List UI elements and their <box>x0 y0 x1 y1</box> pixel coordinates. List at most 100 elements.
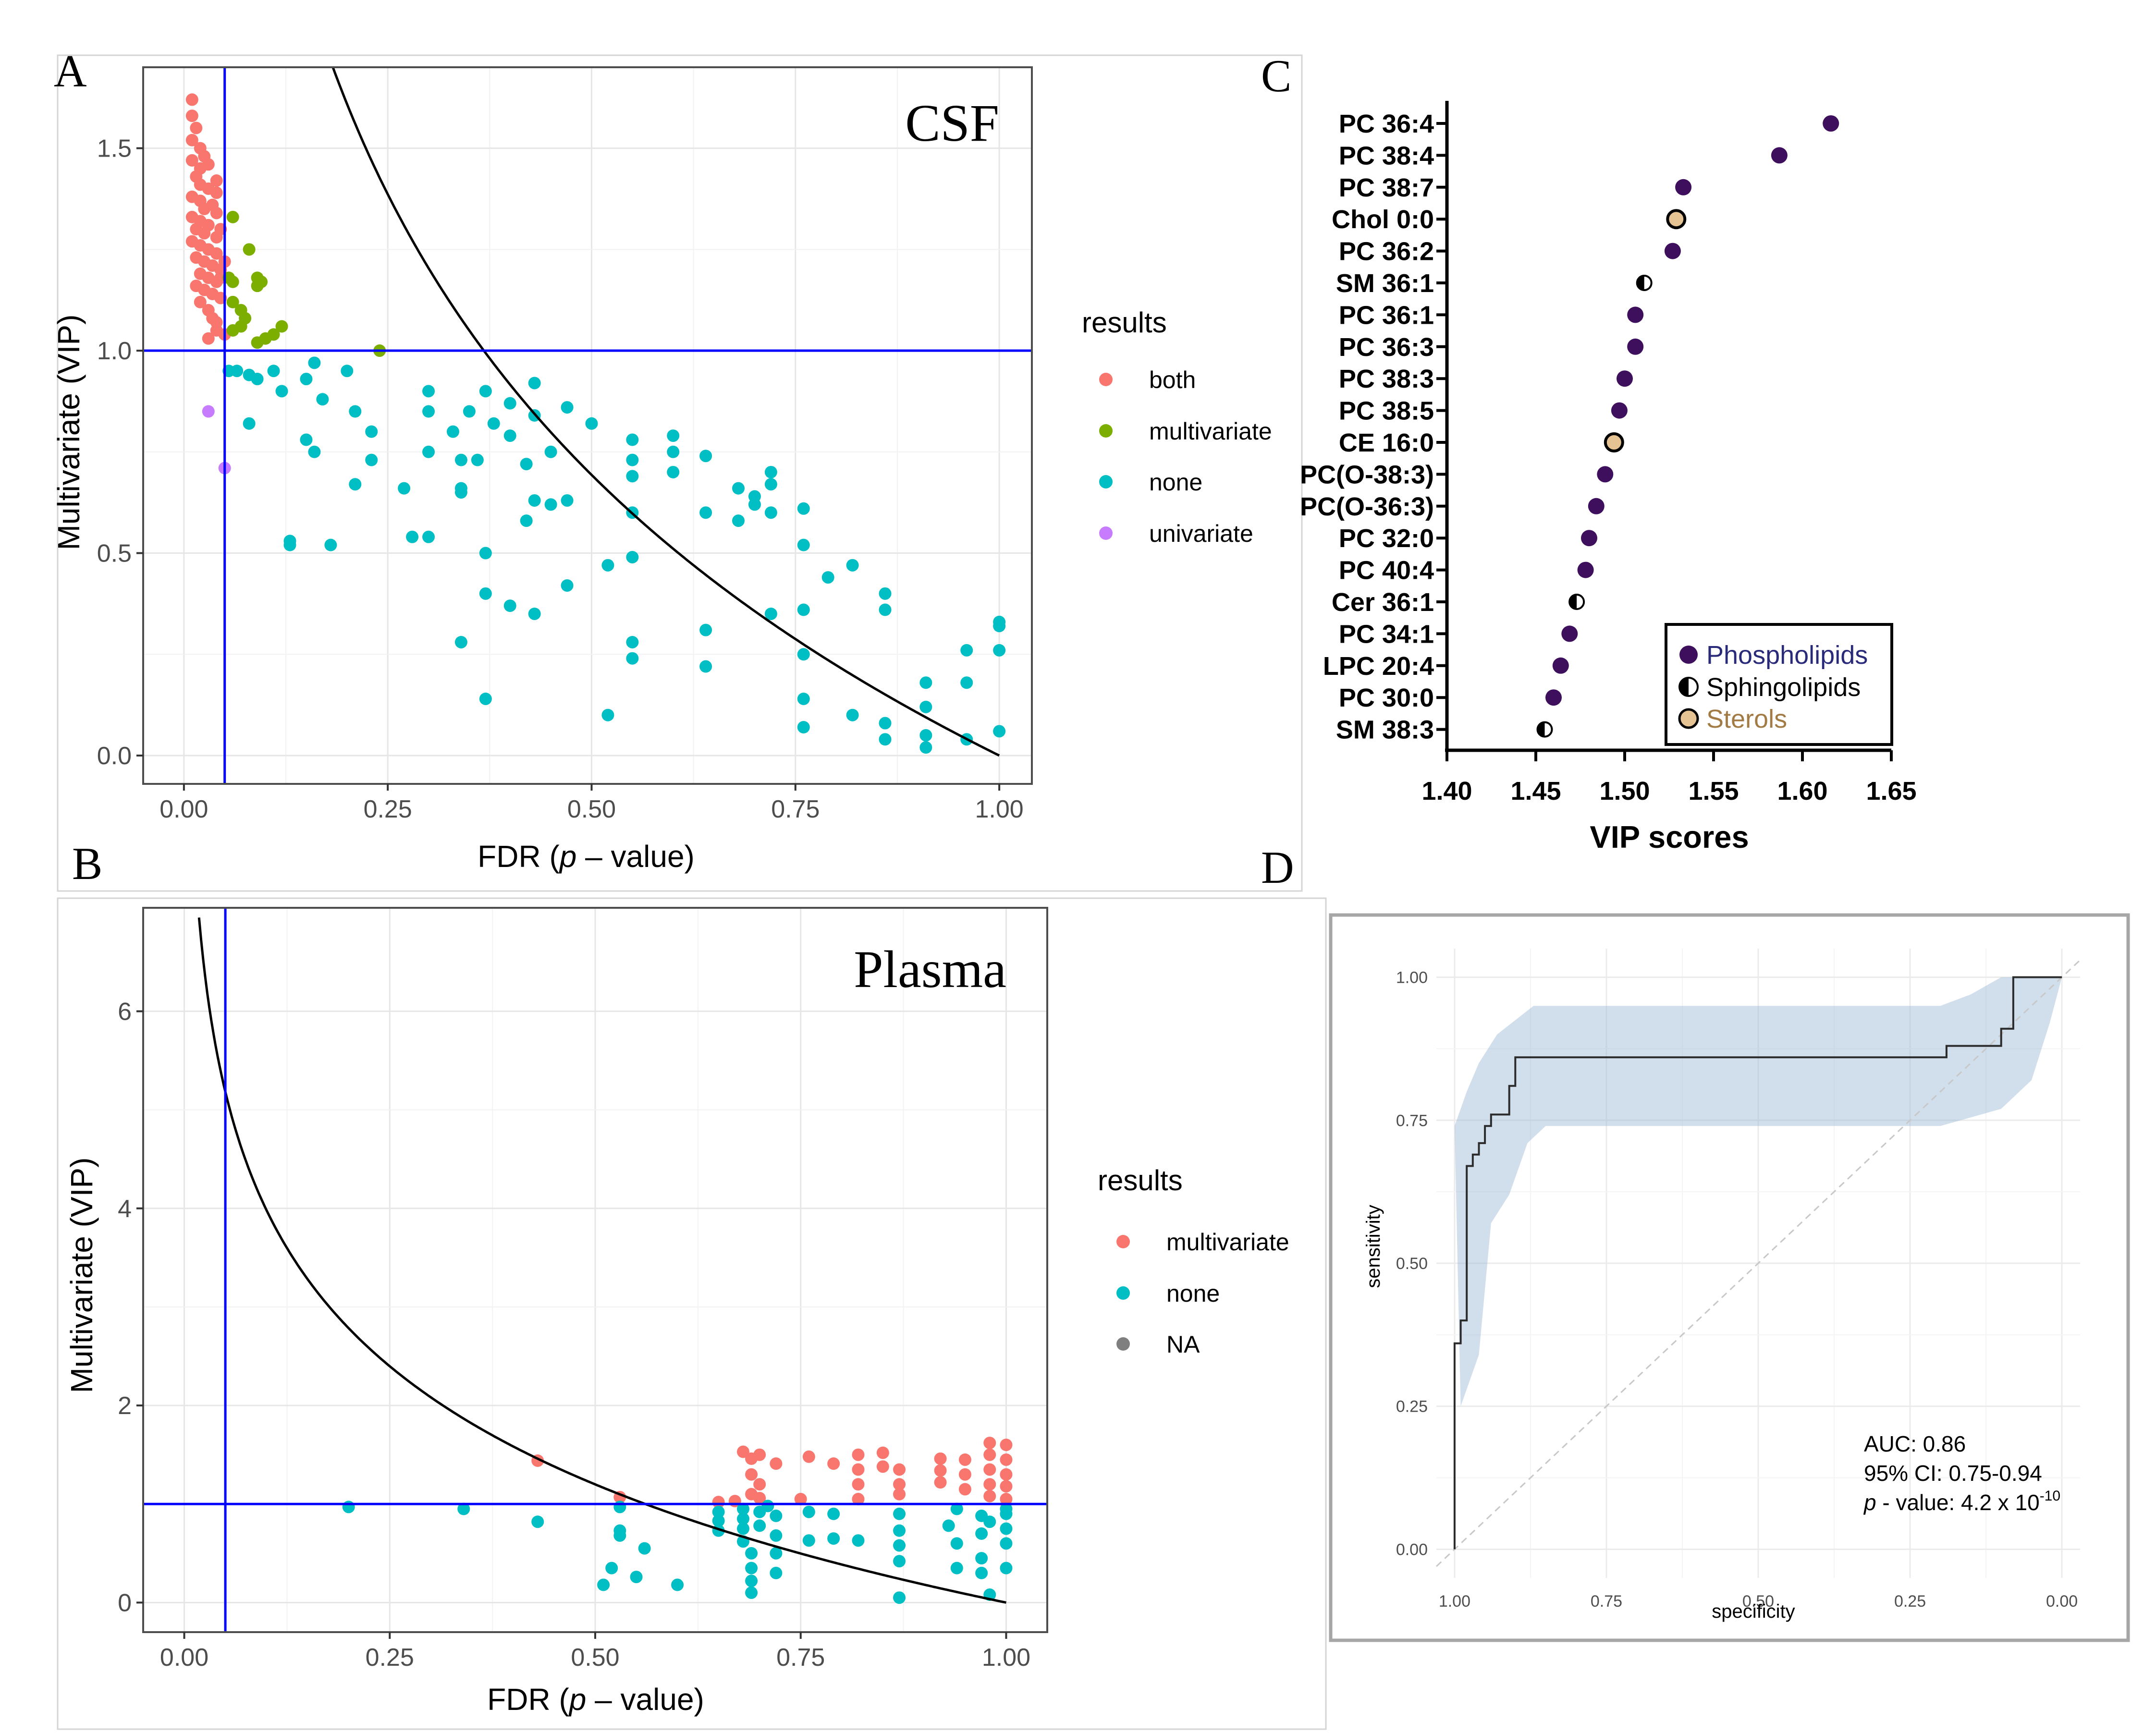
category-label: PC(O-36:3) <box>1300 492 1434 521</box>
point-none <box>761 1500 774 1513</box>
dot-sterol <box>1604 432 1624 452</box>
point-none <box>893 1539 906 1552</box>
legend-c-label-sphingolipids: Sphingolipids <box>1706 673 1861 702</box>
roc-curve <box>1453 976 2062 1550</box>
dot-phospholipid <box>1552 657 1569 674</box>
point-univariate <box>202 405 215 418</box>
point-none <box>764 506 777 519</box>
point-none <box>454 635 467 648</box>
point-multivariate <box>852 1493 865 1506</box>
chart-b-title: Plasma <box>854 940 1006 999</box>
point-multivariate <box>983 1478 996 1491</box>
point-multivariate <box>736 1445 749 1458</box>
point-none <box>732 514 745 527</box>
point-none <box>975 1527 988 1540</box>
legend-b-swatch-none <box>1116 1286 1130 1300</box>
legend-b-title: results <box>1098 1164 1183 1196</box>
point-none <box>745 1574 758 1587</box>
point-none <box>503 397 516 410</box>
chart-a-title: CSF <box>905 94 999 152</box>
point-multivariate <box>983 1437 996 1450</box>
point-none <box>821 571 834 584</box>
y-tick-label: 0.00 <box>1396 1540 1428 1559</box>
dot-phospholipid <box>1823 115 1839 132</box>
dot-phospholipid <box>1561 625 1578 642</box>
dot-sphingolipid-half <box>1569 595 1577 609</box>
point-none <box>544 498 557 511</box>
x-tick-label: 0.25 <box>364 795 412 823</box>
point-multivariate <box>934 1476 947 1489</box>
point-none <box>764 478 777 491</box>
point-none <box>745 1586 758 1599</box>
point-multivariate <box>827 1457 840 1470</box>
point-none <box>503 429 516 442</box>
y-tick-label: 1.5 <box>97 135 132 163</box>
y-tick-label: 4 <box>118 1195 132 1223</box>
point-none <box>561 494 574 507</box>
point-none <box>736 1502 749 1515</box>
dot-sphingolipid <box>1636 275 1653 291</box>
point-none <box>667 445 680 458</box>
point-none <box>520 458 533 471</box>
chart-d-ylabel: sensitivity <box>1363 1205 1384 1288</box>
point-multivariate <box>852 1448 865 1461</box>
point-none <box>745 1547 758 1560</box>
point-none <box>671 1578 684 1591</box>
point-none <box>544 445 557 458</box>
y-tick-label: 6 <box>118 998 132 1025</box>
legend-a-label-none: none <box>1149 469 1202 496</box>
roc-annotation: AUC: 0.86 95% CI: 0.75-0.94 p - value: 4… <box>1863 1431 2060 1515</box>
point-multivariate <box>226 324 239 337</box>
point-none <box>699 660 712 673</box>
dot-phospholipid <box>1545 689 1562 706</box>
point-none <box>626 635 639 648</box>
legend-a-swatch-both <box>1099 373 1113 386</box>
point-both <box>194 295 207 308</box>
point-multivariate <box>893 1463 906 1476</box>
point-none <box>446 425 459 438</box>
point-none <box>960 676 973 689</box>
point-multivariate <box>275 320 288 333</box>
point-none <box>1000 1522 1013 1535</box>
point-none <box>613 1529 626 1542</box>
point-none <box>993 644 1006 657</box>
dot-phospholipid <box>1577 561 1594 578</box>
point-multivariate <box>1000 1453 1013 1466</box>
x-tick-label: 0.75 <box>771 795 820 823</box>
threshold-curve <box>331 67 1000 757</box>
point-none <box>797 648 810 661</box>
legend-b-label-multivariate: multivariate <box>1166 1229 1289 1256</box>
point-multivariate <box>958 1483 971 1496</box>
point-both <box>185 93 198 106</box>
dot-phospholipid <box>1664 243 1681 259</box>
point-multivariate <box>226 210 239 223</box>
point-both <box>190 122 203 134</box>
chart-d-xlabel: specificity <box>1712 1601 1795 1622</box>
point-none <box>919 676 932 689</box>
point-none <box>613 1501 626 1513</box>
category-label: CE 16:0 <box>1339 428 1434 457</box>
point-none <box>802 1505 815 1518</box>
category-label: PC 36:2 <box>1339 237 1434 266</box>
legend-a-swatch-none <box>1099 475 1113 488</box>
point-none <box>699 450 712 463</box>
legend-b-label-none: none <box>1166 1280 1220 1307</box>
point-none <box>349 405 362 418</box>
y-tick-label: 2 <box>118 1392 132 1420</box>
point-multivariate <box>934 1464 947 1477</box>
x-tick-label: 1.00 <box>1439 1592 1470 1611</box>
point-none <box>531 1515 544 1528</box>
point-none <box>520 514 533 527</box>
point-none <box>846 708 859 721</box>
point-multivariate <box>876 1460 889 1473</box>
point-none <box>879 717 892 730</box>
point-none <box>275 385 288 398</box>
point-none <box>601 559 614 572</box>
category-label: PC(O-38:3) <box>1300 460 1434 489</box>
category-label: PC 36:3 <box>1339 333 1434 362</box>
point-none <box>463 405 476 418</box>
x-tick-label: 1.45 <box>1510 777 1561 805</box>
point-none <box>638 1542 651 1555</box>
x-tick-label: 1.65 <box>1866 777 1916 805</box>
point-both <box>198 227 211 240</box>
